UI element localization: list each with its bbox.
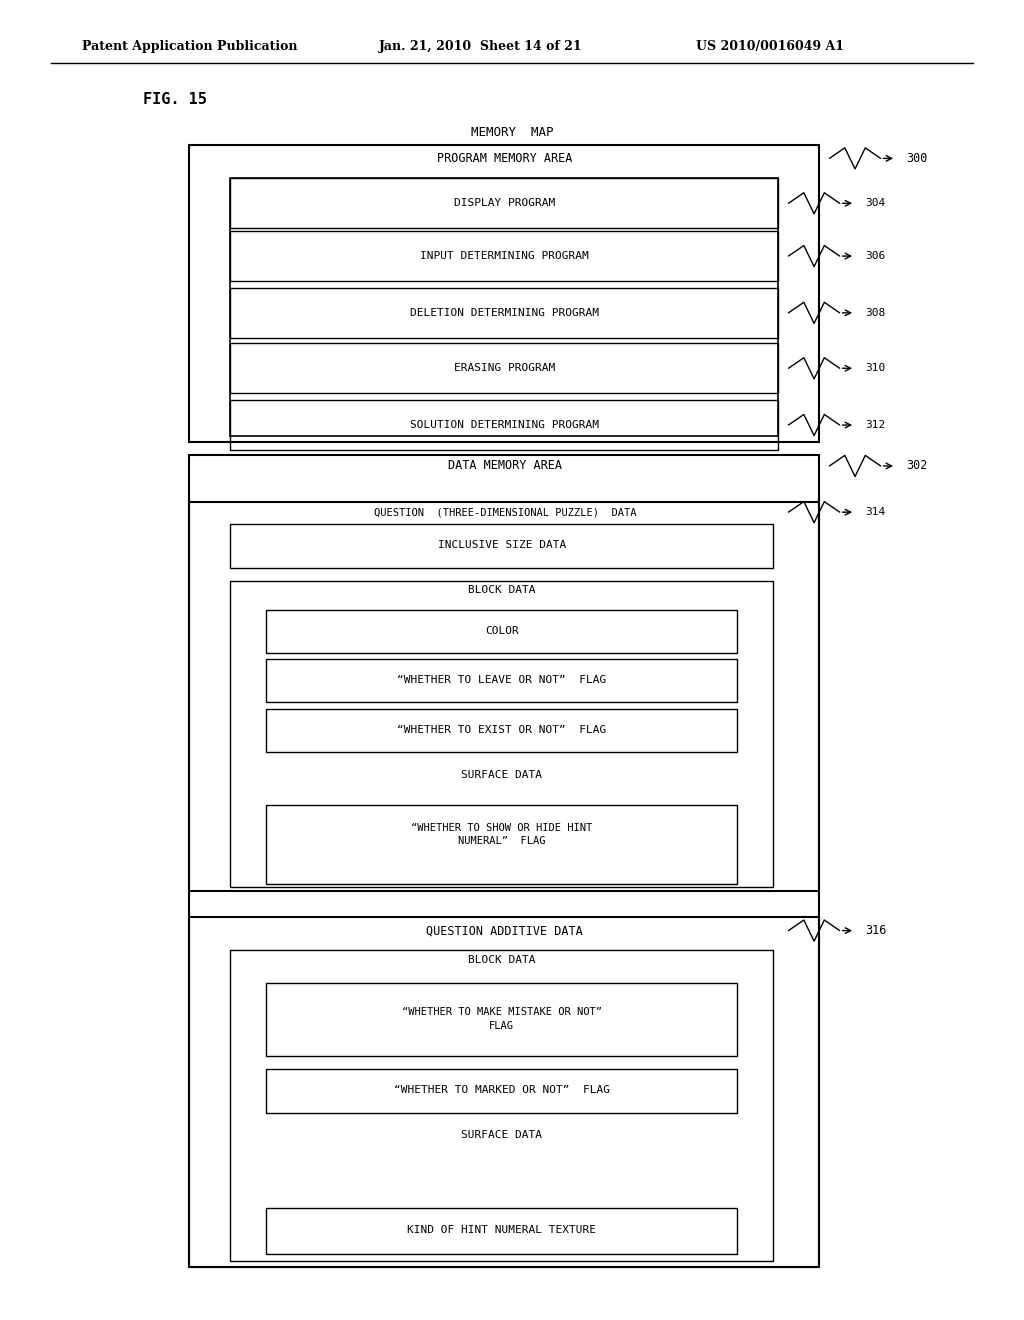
Text: 312: 312 xyxy=(865,420,886,430)
Text: Patent Application Publication: Patent Application Publication xyxy=(82,40,297,53)
Text: QUESTION  (THREE-DIMENSIONAL PUZZLE)  DATA: QUESTION (THREE-DIMENSIONAL PUZZLE) DATA xyxy=(374,507,636,517)
Text: “WHETHER TO SHOW OR HIDE HINT
NUMERAL”  FLAG: “WHETHER TO SHOW OR HIDE HINT NUMERAL” F… xyxy=(411,822,593,846)
Text: 302: 302 xyxy=(906,459,928,473)
Text: 314: 314 xyxy=(865,507,886,517)
Text: INCLUSIVE SIZE DATA: INCLUSIVE SIZE DATA xyxy=(437,540,566,550)
Text: QUESTION ADDITIVE DATA: QUESTION ADDITIVE DATA xyxy=(426,924,584,937)
Text: 306: 306 xyxy=(865,251,886,261)
Text: FIG. 15: FIG. 15 xyxy=(143,91,207,107)
Text: “WHETHER TO LEAVE OR NOT”  FLAG: “WHETHER TO LEAVE OR NOT” FLAG xyxy=(397,675,606,685)
Text: DISPLAY PROGRAM: DISPLAY PROGRAM xyxy=(455,198,555,209)
Text: ERASING PROGRAM: ERASING PROGRAM xyxy=(455,363,555,374)
Text: SOLUTION DETERMINING PROGRAM: SOLUTION DETERMINING PROGRAM xyxy=(411,420,599,430)
Text: “WHETHER TO MAKE MISTAKE OR NOT”
FLAG: “WHETHER TO MAKE MISTAKE OR NOT” FLAG xyxy=(401,1007,602,1031)
Text: KIND OF HINT NUMERAL TEXTURE: KIND OF HINT NUMERAL TEXTURE xyxy=(408,1225,596,1236)
Text: INPUT DETERMINING PROGRAM: INPUT DETERMINING PROGRAM xyxy=(421,251,589,261)
Text: 304: 304 xyxy=(865,198,886,209)
Text: 308: 308 xyxy=(865,308,886,318)
Text: DELETION DETERMINING PROGRAM: DELETION DETERMINING PROGRAM xyxy=(411,308,599,318)
Text: 316: 316 xyxy=(865,924,887,937)
Text: Jan. 21, 2010  Sheet 14 of 21: Jan. 21, 2010 Sheet 14 of 21 xyxy=(379,40,583,53)
Text: PROGRAM MEMORY AREA: PROGRAM MEMORY AREA xyxy=(437,152,572,165)
Text: 300: 300 xyxy=(906,152,928,165)
Text: DATA MEMORY AREA: DATA MEMORY AREA xyxy=(447,459,562,473)
Text: SURFACE DATA: SURFACE DATA xyxy=(461,770,543,780)
Text: BLOCK DATA: BLOCK DATA xyxy=(468,585,536,595)
Text: US 2010/0016049 A1: US 2010/0016049 A1 xyxy=(696,40,845,53)
Text: 310: 310 xyxy=(865,363,886,374)
Text: SURFACE DATA: SURFACE DATA xyxy=(461,1130,543,1140)
Text: COLOR: COLOR xyxy=(485,626,518,636)
Text: BLOCK DATA: BLOCK DATA xyxy=(468,954,536,965)
Text: MEMORY  MAP: MEMORY MAP xyxy=(471,125,553,139)
Text: “WHETHER TO EXIST OR NOT”  FLAG: “WHETHER TO EXIST OR NOT” FLAG xyxy=(397,725,606,735)
Text: “WHETHER TO MARKED OR NOT”  FLAG: “WHETHER TO MARKED OR NOT” FLAG xyxy=(394,1085,609,1096)
